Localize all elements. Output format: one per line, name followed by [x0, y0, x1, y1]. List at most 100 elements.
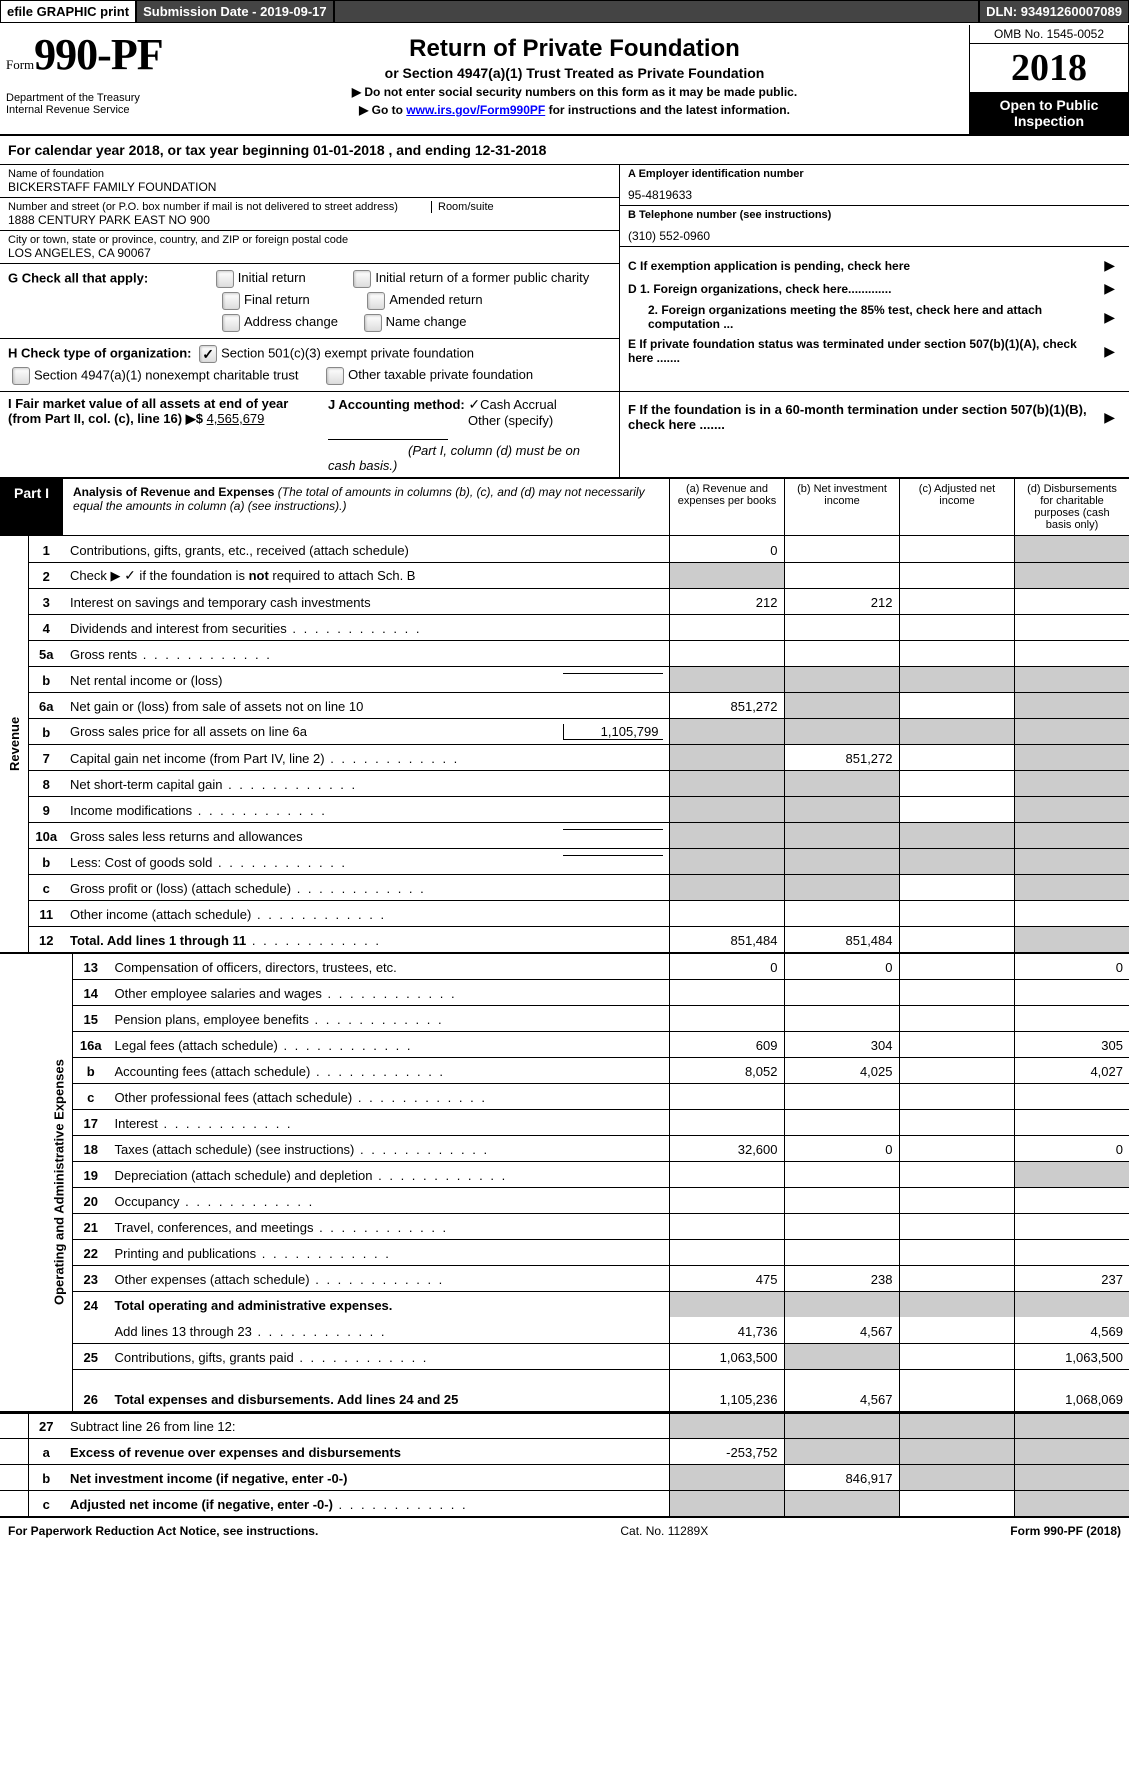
amt-col-c	[899, 692, 1014, 718]
line-number: b	[28, 666, 64, 692]
cb-cash[interactable]	[468, 397, 480, 412]
line-number: 20	[73, 1187, 109, 1213]
amt-col-c	[899, 848, 1014, 874]
line-desc: Printing and publications	[109, 1239, 670, 1265]
J-note: (Part I, column (d) must be on cash basi…	[328, 443, 580, 473]
cb-schB[interactable]	[124, 568, 136, 583]
amt-col-a	[669, 822, 784, 848]
table-row: 27Subtract line 26 from line 12:	[0, 1413, 1129, 1439]
amt-col-a: 609	[669, 1031, 784, 1057]
line-number: 8	[28, 770, 64, 796]
open-to-public: Open to Public Inspection	[969, 93, 1129, 134]
amt-col-c	[899, 1239, 1014, 1265]
dln: DLN: 93491260007089	[979, 0, 1129, 23]
line-number	[73, 1317, 109, 1343]
form-number: Form990-PF	[6, 29, 174, 80]
amt-col-c	[899, 1439, 1014, 1465]
line-desc: Other income (attach schedule)	[64, 900, 669, 926]
table-row: 7Capital gain net income (from Part IV, …	[0, 744, 1129, 770]
amt-col-a	[669, 614, 784, 640]
line-desc: Taxes (attach schedule) (see instruction…	[109, 1135, 670, 1161]
amt-col-a	[669, 1083, 784, 1109]
amt-col-c	[899, 1491, 1014, 1517]
arrow-icon: ▶	[1104, 309, 1115, 326]
amt-col-a	[669, 900, 784, 926]
table-row: Operating and Administrative Expenses13C…	[0, 953, 1129, 979]
meta-section: Name of foundation BICKERSTAFF FAMILY FO…	[0, 165, 1129, 392]
amt-col-a: 1,105,236	[669, 1369, 784, 1411]
line-desc: Interest	[109, 1109, 670, 1135]
opt-addr-change: Address change	[244, 314, 338, 329]
line-desc: Accounting fees (attach schedule)	[109, 1057, 670, 1083]
cb-initial-former[interactable]	[353, 270, 371, 288]
amt-col-d: 237	[1014, 1265, 1129, 1291]
amt-col-c	[899, 614, 1014, 640]
ein-cell: A Employer identification number 95-4819…	[620, 165, 1129, 206]
I-value: 4,565,679	[207, 411, 265, 426]
amt-col-d	[1014, 718, 1129, 744]
line-desc: Depreciation (attach schedule) and deple…	[109, 1161, 670, 1187]
cb-501c3[interactable]	[199, 345, 217, 363]
cb-initial-return[interactable]	[216, 270, 234, 288]
amt-col-b	[784, 614, 899, 640]
cb-amended[interactable]	[367, 292, 385, 310]
amt-col-a: 851,484	[669, 926, 784, 952]
cb-name-change[interactable]	[364, 314, 382, 332]
line-desc: Total expenses and disbursements. Add li…	[109, 1369, 670, 1411]
amt-col-b	[784, 1213, 899, 1239]
cb-final-return[interactable]	[222, 292, 240, 310]
section-J: J Accounting method: Cash Accrual Other …	[320, 392, 619, 477]
table-row: 18Taxes (attach schedule) (see instructi…	[0, 1135, 1129, 1161]
cb-addr-change[interactable]	[222, 314, 240, 332]
amt-col-c	[899, 1343, 1014, 1369]
line-number: c	[28, 874, 64, 900]
amt-col-a	[669, 796, 784, 822]
table-row: 8Net short-term capital gain	[0, 770, 1129, 796]
room-label: Room/suite	[438, 201, 611, 213]
amt-col-d	[1014, 692, 1129, 718]
amt-col-c	[899, 796, 1014, 822]
line-number: 27	[28, 1413, 64, 1439]
amt-col-d	[1014, 1083, 1129, 1109]
line-desc: Net rental income or (loss)	[64, 666, 669, 692]
ein-value: 95-4819633	[628, 188, 1121, 202]
part1-title: Analysis of Revenue and Expenses (The to…	[63, 479, 669, 535]
line-number: 5a	[28, 640, 64, 666]
opt-other-taxable: Other taxable private foundation	[348, 367, 533, 382]
opt-final-return: Final return	[244, 292, 310, 307]
amt-col-a	[669, 1161, 784, 1187]
line-number: 13	[73, 953, 109, 979]
meta-right: A Employer identification number 95-4819…	[619, 165, 1129, 391]
line-number: 16a	[73, 1031, 109, 1057]
amt-col-c	[899, 1413, 1014, 1439]
col-c-header: (c) Adjusted net income	[899, 479, 1014, 535]
table-row: 10aGross sales less returns and allowanc…	[0, 822, 1129, 848]
form-subtitle: or Section 4947(a)(1) Trust Treated as P…	[184, 65, 965, 81]
cb-other-taxable[interactable]	[326, 367, 344, 385]
instructions-link[interactable]: www.irs.gov/Form990PF	[406, 103, 545, 117]
amt-col-c	[899, 822, 1014, 848]
amt-col-b	[784, 1439, 899, 1465]
amt-col-c	[899, 1135, 1014, 1161]
subdate-label: Submission Date -	[143, 4, 260, 19]
form-no: 990-PF	[34, 30, 162, 79]
F-label: F If the foundation is in a 60-month ter…	[628, 402, 1087, 432]
efile-label: efile GRAPHIC print	[0, 0, 136, 23]
cb-4947[interactable]	[12, 367, 30, 385]
amt-col-c	[899, 900, 1014, 926]
opt-amended: Amended return	[389, 292, 482, 307]
amt-col-d	[1014, 1161, 1129, 1187]
side-label: Revenue	[0, 536, 28, 952]
lower-meta: I Fair market value of all assets at end…	[0, 392, 1129, 479]
amt-col-d	[1014, 900, 1129, 926]
line-number: b	[28, 848, 64, 874]
opt-cash: Cash	[480, 397, 510, 412]
expenses-table: Operating and Administrative Expenses13C…	[0, 953, 1129, 1412]
amt-col-a	[669, 979, 784, 1005]
H-label: H Check type of organization:	[8, 345, 191, 360]
phone-cell: B Telephone number (see instructions) (3…	[620, 206, 1129, 247]
table-row: 15Pension plans, employee benefits	[0, 1005, 1129, 1031]
part1-title-text: Analysis of Revenue and Expenses	[73, 485, 274, 499]
amt-col-a: 1,063,500	[669, 1343, 784, 1369]
line-desc: Gross sales less returns and allowances	[64, 822, 669, 848]
